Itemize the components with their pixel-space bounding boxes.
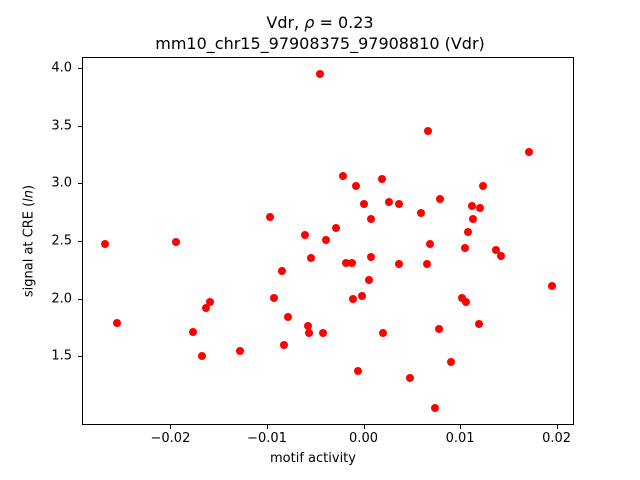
x-tick-label: −0.02 [150,431,191,446]
data-point [206,298,215,307]
data-point [377,174,386,183]
data-point [316,69,325,78]
y-tick-mark [78,125,82,127]
data-point [339,172,348,181]
data-point [395,260,404,269]
data-point [467,202,476,211]
data-point [434,324,443,333]
y-tick-mark [78,241,82,242]
data-point [198,352,207,361]
data-point [423,260,432,269]
y-tick-label: 2.0 [51,291,72,307]
data-point [430,404,439,413]
data-point [305,329,314,338]
data-point [284,313,293,322]
data-point [458,293,466,302]
data-point [476,203,485,212]
data-point [100,240,109,249]
x-axis-label: motif activity [0,451,640,466]
data-point [307,254,316,263]
data-point [378,329,387,338]
data-point [357,292,366,301]
x-tick-label: 0.01 [445,431,475,446]
data-point [447,358,456,367]
data-point [417,209,426,218]
data-point [300,231,309,240]
data-point [367,253,376,262]
y-tick-label: 4.0 [51,60,72,76]
rho-symbol: ρ [304,13,315,32]
y-axis-label-text: signal at CRE ( [21,201,37,298]
y-tick-mark [78,356,82,358]
x-tick-mark [266,425,268,429]
data-point [424,127,433,136]
y-axis-label-close: ) [21,184,37,190]
data-point [365,276,374,285]
data-point [461,298,470,307]
data-point [347,258,356,267]
data-point [524,148,533,157]
data-point [172,238,181,247]
data-point [491,246,500,255]
data-point [435,195,444,204]
y-axis-label: signal at CRE (ln) [22,185,37,297]
data-point [367,215,376,224]
x-axis-label-text: motif activity [270,451,356,466]
data-point [235,346,244,355]
x-tick-label: 0.02 [542,431,572,446]
data-point [384,197,393,206]
data-point [496,251,505,260]
data-point [463,227,472,236]
data-point [547,281,556,290]
data-point [321,235,330,244]
data-point [304,322,313,331]
y-tick-mark [78,183,82,185]
data-point [278,266,287,275]
chart-title-value: = 0.23 [314,13,374,32]
data-point [479,181,488,190]
data-point [353,367,362,376]
x-tick-mark [460,425,462,429]
y-tick-label: 1.5 [51,348,72,364]
x-tick-label: −0.01 [247,431,287,446]
data-point [426,240,435,249]
data-point [348,294,357,303]
chart-subtitle: mm10_chr15_97908375_97908810 (Vdr) [155,34,485,53]
data-point [468,215,477,224]
data-point [280,340,289,349]
plot-area [82,57,574,425]
x-tick-mark [170,425,172,429]
y-tick-label: 3.5 [51,118,72,134]
chart-title: Vdr, ρ = 0.23 [0,13,640,33]
x-tick-mark [363,425,365,429]
y-tick-mark [78,298,82,300]
x-tick-label: 0.00 [349,431,378,446]
data-point [395,200,404,209]
y-axis-label-italic: ln [21,189,37,202]
chart-title-prefix: Vdr, [266,13,305,32]
data-point [265,212,274,221]
data-point [342,258,351,267]
data-point [202,303,211,312]
data-point [269,293,278,302]
data-point [359,200,368,209]
data-point [113,318,122,327]
data-point [405,374,414,383]
data-point [331,224,340,233]
x-tick-mark [556,425,558,429]
y-tick-mark [78,67,82,69]
data-point [475,320,484,329]
data-point [460,243,469,252]
data-point [351,181,360,190]
y-tick-label: 2.5 [51,233,72,249]
data-point [188,328,197,337]
y-tick-label: 3.0 [51,175,72,191]
data-point [318,329,327,338]
